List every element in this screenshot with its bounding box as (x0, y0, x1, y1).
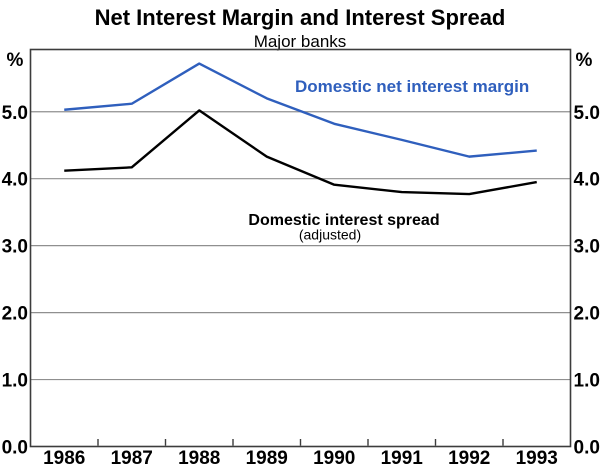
x-tick-label: 1993 (516, 448, 558, 467)
x-axis-ticks (97, 439, 504, 446)
series-label-interest-spread: Domestic interest spread (248, 212, 439, 229)
y-tick-label-right: 3.0 (574, 237, 600, 258)
x-tick-label: 1987 (111, 448, 153, 467)
unit-label-left: % (7, 50, 24, 71)
y-tick-label-left: 1.0 (2, 371, 28, 392)
chart-title: Net Interest Margin and Interest Spread (95, 5, 506, 30)
frame-rect (29, 48, 572, 448)
unit-label-right: % (576, 50, 593, 71)
y-tick-label-right: 1.0 (574, 371, 600, 392)
y-tick-label-left: 0.0 (2, 438, 28, 459)
y-tick-label-right: 5.0 (574, 103, 600, 124)
y-tick-label-right: 0.0 (574, 438, 600, 459)
x-tick-label: 1986 (43, 448, 85, 467)
series-note-adjusted: (adjusted) (299, 227, 361, 243)
y-tick-label-right: 2.0 (574, 304, 600, 325)
gridlines (30, 111, 571, 381)
x-tick-label: 1991 (381, 448, 424, 467)
chart-subtitle: Major banks (254, 32, 347, 51)
series-line-net-interest-margin (64, 62, 537, 158)
x-tick-label: 1988 (178, 448, 220, 467)
x-tick-label: 1989 (246, 448, 288, 467)
series-lines (64, 62, 537, 196)
y-tick-label-left: 2.0 (2, 304, 28, 325)
axis-tick-labels: 0.0 0.0 1.0 1.0 2.0 2.0 3.0 3.0 4.0 4.0 5.0 5.0 1986… (2, 103, 600, 467)
series-line-interest-spread (64, 109, 537, 196)
y-tick-label-left: 3.0 (2, 237, 28, 258)
plot-frame (29, 48, 572, 448)
y-tick-label-left: 4.0 (2, 170, 28, 191)
y-tick-label-left: 5.0 (2, 103, 28, 124)
series-label-net-interest-margin: Domestic net interest margin (295, 77, 529, 96)
x-tick-label: 1990 (313, 448, 355, 467)
x-tick-label: 1992 (448, 448, 490, 467)
y-tick-label-right: 4.0 (574, 170, 600, 191)
